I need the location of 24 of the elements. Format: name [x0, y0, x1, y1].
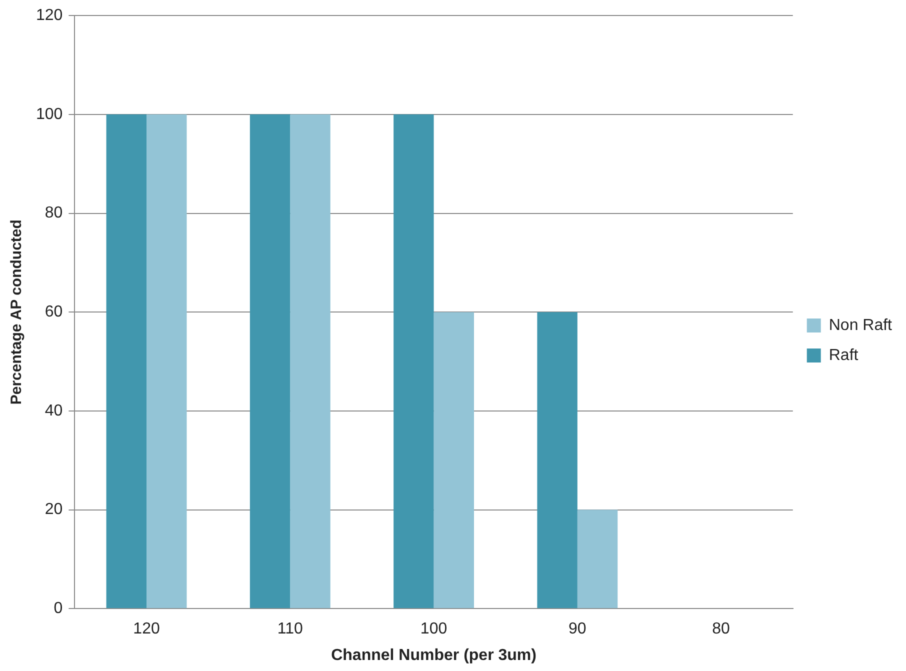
legend-label: Raft [828, 346, 859, 364]
legend-label: Non Raft [828, 316, 893, 334]
bar [537, 312, 578, 608]
x-tick-label: 120 [133, 620, 160, 638]
bar [394, 114, 434, 608]
x-axis-title: Channel Number (per 3um) [331, 646, 536, 664]
y-axis-title: Percentage AP conducted [8, 220, 26, 405]
x-tick-label: 100 [420, 620, 448, 638]
y-tick-label: 120 [36, 7, 63, 24]
bar [106, 114, 147, 608]
y-tick-label: 40 [44, 402, 63, 420]
y-tick-label: 80 [44, 204, 63, 222]
x-tick-label: 90 [568, 620, 586, 638]
y-tick-label: 100 [36, 106, 63, 123]
y-tick-label: 60 [44, 304, 63, 321]
x-tick-label: 80 [712, 620, 730, 638]
y-tick-label: 0 [54, 600, 63, 618]
x-tick-label: 110 [277, 620, 303, 638]
y-tick-label: 20 [44, 501, 63, 518]
bar [146, 114, 187, 608]
bar [434, 312, 474, 608]
bar [577, 510, 618, 608]
bar [290, 114, 330, 608]
bar [250, 114, 290, 608]
